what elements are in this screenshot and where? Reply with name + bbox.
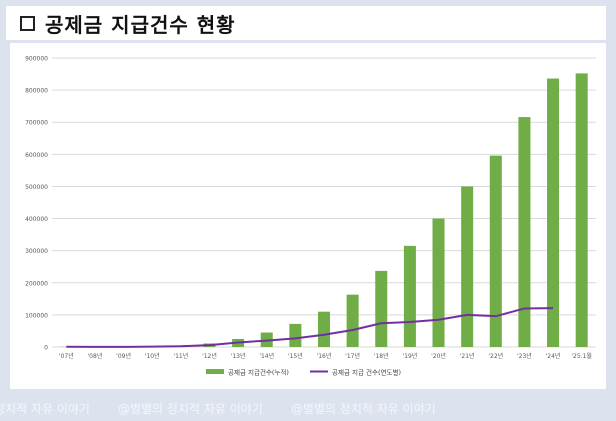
x-tick-label: '12년 <box>202 352 217 360</box>
y-tick-label: 800000 <box>25 88 48 95</box>
x-tick-label: '17년 <box>345 352 360 360</box>
bar <box>518 117 531 347</box>
x-tick-label: '24년 <box>546 352 561 360</box>
series-line <box>66 307 554 348</box>
y-tick-label: 300000 <box>25 248 48 255</box>
x-tick-label: '08년 <box>88 352 103 360</box>
bar <box>289 323 302 347</box>
bar <box>375 270 388 347</box>
watermark-row: 정치적 자유 이야기 @별별의 정치적 자유 이야기 @별별의 정치적 자유 이… <box>0 396 616 421</box>
chart-panel: 0 100000 200000 300000 400000 500000 600000 700… <box>10 43 606 389</box>
combo-chart: 0 100000 200000 300000 400000 500000 600000 700… <box>25 56 596 377</box>
x-tick-label: '25.1월 <box>571 352 592 360</box>
x-tick-label: '09년 <box>116 352 131 360</box>
x-tick-label: '23년 <box>517 352 532 360</box>
bar <box>575 73 588 347</box>
watermark-text: 정치적 자유 이야기 <box>0 402 90 416</box>
y-tick-label: 200000 <box>25 280 48 287</box>
y-tick-label: 600000 <box>25 152 48 159</box>
watermark-text: @별별의 정치적 자유 이야기 <box>290 402 436 416</box>
y-tick-label: 500000 <box>25 184 48 191</box>
checkbox-icon <box>20 15 35 31</box>
bar <box>317 311 331 347</box>
x-tick-label: '10년 <box>145 352 160 360</box>
x-tick-label: '11년 <box>173 352 188 360</box>
title-bar: 공제금 지급건수 현황 <box>6 6 606 40</box>
x-tick-label: '20년 <box>431 352 446 360</box>
y-tick-label: 900000 <box>25 56 48 63</box>
x-tick-label: '19년 <box>402 352 417 360</box>
legend-label: 공제금 지급 건수(연도별) <box>332 368 401 377</box>
x-tick-label: '22년 <box>488 352 503 360</box>
y-tick-label: 0 <box>44 345 48 352</box>
bar <box>403 245 416 347</box>
legend-label: 공제금 지급건수(누적) <box>228 368 289 377</box>
legend-swatch-bar <box>206 369 224 374</box>
bar <box>432 218 445 347</box>
bar <box>547 78 560 347</box>
x-tick-label: '14년 <box>259 352 274 360</box>
watermark-text: @별별의 정치적 자유 이야기 <box>117 402 263 416</box>
x-tick-label: '13년 <box>231 352 246 360</box>
x-tick-label: '18년 <box>374 352 389 360</box>
x-tick-label: '15년 <box>288 352 303 360</box>
y-tick-label: 400000 <box>25 216 48 223</box>
bar <box>489 155 502 347</box>
page-title: 공제금 지급건수 현황 <box>45 12 236 37</box>
y-tick-label: 100000 <box>25 312 48 319</box>
bar <box>346 294 359 347</box>
x-tick-label: '07년 <box>59 352 74 360</box>
bar <box>461 186 474 347</box>
x-tick-label: '16년 <box>317 352 332 360</box>
y-tick-label: 700000 <box>25 120 48 127</box>
x-tick-label: '21년 <box>460 352 475 360</box>
